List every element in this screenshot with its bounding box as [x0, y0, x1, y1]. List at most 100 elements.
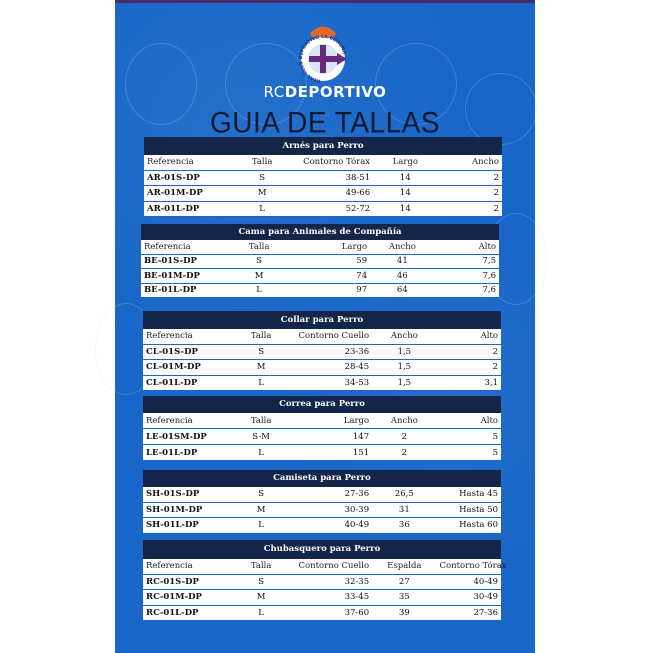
brand-name: RCDEPORTIVO [115, 83, 535, 101]
table-row: BE-01L-DP L 97 64 7,6 [141, 283, 499, 298]
table-cell: 7,6 [482, 285, 496, 296]
table-cell: 28-45 [344, 362, 370, 373]
table-cell: SH-01S-DP [146, 489, 200, 500]
size-table: Correa para Perro Referencia Talla Largo Anc… [143, 396, 501, 461]
table-row: AR-01M-DP M 49-66 14 2 [144, 186, 502, 202]
table-cell: L [256, 285, 262, 296]
table-cell: SH-01L-DP [146, 520, 199, 531]
table-cell: 2 [493, 188, 499, 199]
table-cell: L [258, 447, 264, 458]
table-header-row: Referencia Talla Contorno Cuello Ancho Alto [143, 329, 501, 345]
table-cell: 40-49 [344, 520, 370, 531]
column-header: Talla [248, 241, 270, 252]
size-table: Arnés para Perro Referencia Talla Contorno … [144, 137, 502, 217]
table-cell: 27 [398, 576, 410, 587]
table-cell: BE-01M-DP [144, 270, 200, 281]
table-cell: L [258, 520, 264, 531]
table-row: CL-01M-DP M 28-45 1,5 2 [143, 360, 501, 376]
column-header: Talla [250, 331, 272, 342]
table-cell: LE-01L-DP [146, 447, 198, 458]
table-cell: 27-36 [473, 607, 498, 618]
size-guide-poster: REAL CLUB DEPORTIVO LA CORUÑA RCDEPORTIV… [95, 0, 547, 653]
dog-illustration [375, 43, 457, 125]
column-header: Ancho [390, 415, 418, 426]
table-cell: 36 [398, 520, 410, 531]
table-row: RC-01S-DP S 32-35 27 40-49 [143, 574, 501, 590]
size-table: Camiseta para Perro SH-01S-DP S 27-36 26,5 Ha… [143, 470, 501, 534]
column-header: Espalda [387, 561, 422, 572]
table-cell: 151 [352, 447, 370, 458]
table-cell: 7,6 [482, 270, 496, 281]
club-crest-logo: REAL CLUB DEPORTIVO LA CORUÑA [298, 26, 347, 84]
column-header: Referencia [147, 157, 194, 168]
table-cell: S [258, 576, 265, 587]
table-cell: 27-36 [344, 489, 370, 500]
table-cell: Hasta 50 [459, 504, 498, 515]
table-cell: 35 [398, 592, 410, 603]
table-cell: Hasta 45 [459, 489, 498, 500]
table-cell: RC-01S-DP [146, 576, 199, 587]
column-header: Referencia [144, 241, 191, 252]
table-cell: 1,5 [397, 362, 412, 373]
column-header: Largo [392, 157, 418, 168]
table-cell: S [256, 256, 263, 267]
table-cell: 74 [356, 270, 368, 281]
table-cell: S [259, 172, 266, 183]
table-cell: BE-01L-DP [144, 285, 197, 296]
table-cell: M [254, 270, 264, 281]
dog-illustration [125, 43, 197, 125]
table-cell: CL-01S-DP [146, 346, 198, 357]
dog-illustration [225, 43, 307, 125]
table-cell: 14 [399, 172, 411, 183]
table-cell: L [258, 377, 264, 388]
column-header: Talla [250, 415, 272, 426]
table-cell: 26,5 [394, 489, 414, 500]
table-row: LE-01SM-DP S-M 147 2 5 [143, 429, 501, 445]
table-cell: M [256, 362, 266, 373]
size-table: Chubasquero para Perro Referencia Talla Con… [143, 540, 507, 621]
column-header: Referencia [146, 415, 193, 426]
table-cell: 49-66 [345, 188, 371, 199]
table-cell: 40-49 [473, 576, 498, 587]
table-cell: 5 [492, 447, 498, 458]
table-cell: 46 [396, 270, 408, 281]
table-row: BE-01M-DP M 74 46 7,6 [141, 269, 499, 284]
table-cell: 2 [493, 203, 499, 214]
table-cell: M [256, 592, 266, 603]
table-cell: 32-35 [344, 576, 370, 587]
table-cell: L [258, 607, 264, 618]
table-title: Correa para Perro [143, 396, 501, 413]
table-cell: 38-51 [345, 172, 371, 183]
table-cell: 30-49 [473, 592, 498, 603]
column-header: Talla [250, 561, 272, 572]
table-row: RC-01L-DP L 37-60 39 27-36 [143, 605, 501, 621]
table-cell: 14 [399, 203, 411, 214]
table-cell: 1,5 [397, 346, 412, 357]
table-cell: 31 [398, 504, 410, 515]
table-cell: 64 [396, 285, 408, 296]
table-cell: RC-01L-DP [146, 607, 199, 618]
table-row: BE-01S-DP S 59 41 7,5 [141, 254, 499, 269]
column-header: Referencia [146, 561, 193, 572]
table-cell: AR-01L-DP [147, 203, 200, 214]
column-header: Ancho [388, 241, 416, 252]
table-cell: M [256, 504, 266, 515]
table-cell: L [259, 203, 265, 214]
size-table: Collar para Perro Referencia Talla Contorno… [143, 311, 501, 391]
brand-prefix: RC [263, 83, 285, 101]
table-cell: CL-01M-DP [146, 362, 201, 373]
table-cell: 37-60 [344, 607, 370, 618]
column-header: Alto [480, 415, 498, 426]
table-cell: Hasta 60 [459, 520, 498, 531]
table-cell: M [257, 188, 267, 199]
table-cell: AR-01M-DP [147, 188, 203, 199]
table-cell: 2 [401, 431, 408, 442]
table-title: Collar para Perro [143, 311, 501, 329]
column-header: Largo [343, 415, 370, 426]
table-cell: 2 [492, 346, 498, 357]
table-cell: 59 [356, 256, 368, 267]
table-cell: 5 [492, 431, 498, 442]
table-cell: 41 [396, 256, 408, 267]
table-cell: 23-36 [344, 346, 370, 357]
column-header: Ancho [390, 331, 418, 342]
